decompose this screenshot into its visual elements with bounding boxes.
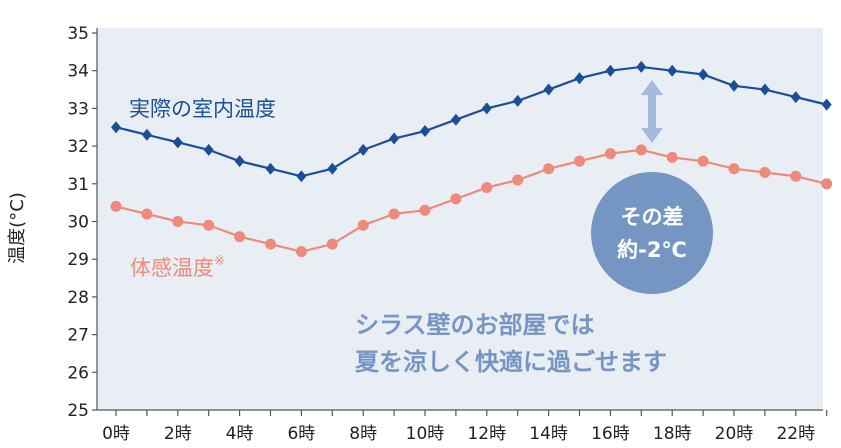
data-point-circle xyxy=(203,219,215,231)
data-point-circle xyxy=(790,170,802,182)
data-point-diamond xyxy=(327,162,338,175)
data-point-diamond xyxy=(790,91,801,104)
data-point-circle xyxy=(821,178,833,190)
data-point-diamond xyxy=(450,113,461,126)
data-point-circle xyxy=(357,219,369,231)
data-point-diamond xyxy=(234,155,245,168)
difference-badge xyxy=(591,172,713,294)
axes: 25 26 27 28 29 30 31 32 33 34 35 0時 2時 4時 6時 8時 10時 12時 14… xyxy=(67,24,828,444)
data-point-circle xyxy=(265,238,276,250)
difference-badge-line1: その差 xyxy=(621,205,684,229)
data-point-diamond xyxy=(636,60,647,73)
data-point-diamond xyxy=(265,162,276,175)
data-point-circle xyxy=(419,204,431,216)
x-tick-label: 20時 xyxy=(715,424,754,444)
data-point-circle xyxy=(141,208,153,220)
x-tick-label: 8時 xyxy=(349,424,377,444)
data-point-diamond xyxy=(141,128,152,141)
x-tick-label: 18時 xyxy=(653,424,692,444)
data-point-diamond xyxy=(111,121,121,134)
data-point-circle xyxy=(666,151,678,163)
x-tick-label: 22時 xyxy=(776,424,815,444)
x-tick-label: 10時 xyxy=(406,424,445,444)
y-tick-label: 29 xyxy=(67,250,89,270)
data-point-circle xyxy=(481,182,493,194)
data-point-diamond xyxy=(759,83,770,96)
asterisk-note-mark: ※ xyxy=(214,254,225,269)
data-point-circle xyxy=(759,166,771,178)
data-point-circle xyxy=(450,193,462,205)
y-tick-label: 27 xyxy=(67,326,89,346)
data-point-circle xyxy=(172,216,184,227)
data-point-diamond xyxy=(420,125,430,138)
data-point-circle xyxy=(388,208,400,220)
data-point-diamond xyxy=(667,64,678,77)
x-tick-label: 14時 xyxy=(529,424,568,444)
data-point-circle xyxy=(234,231,246,243)
y-tick-label: 32 xyxy=(67,137,89,157)
y-axis-label: 温度(°C) xyxy=(7,192,28,264)
y-tick-label: 26 xyxy=(67,363,89,383)
difference-badge-line2: 約-2℃ xyxy=(617,238,687,262)
data-point-circle xyxy=(326,238,338,250)
data-point-diamond xyxy=(821,98,832,111)
y-tick-label: 28 xyxy=(67,288,89,308)
y-tick-label: 31 xyxy=(67,175,89,195)
y-tick-label: 34 xyxy=(67,62,89,82)
data-point-circle xyxy=(512,174,524,186)
y-tick-label: 30 xyxy=(67,213,89,233)
data-point-diamond xyxy=(389,132,400,145)
x-tick-label: 12時 xyxy=(467,424,506,444)
series-label-perceived: 体感温度※ xyxy=(130,254,225,280)
data-point-circle xyxy=(697,155,709,167)
series-layer xyxy=(110,60,833,258)
series-label-actual: 実際の室内温度 xyxy=(129,97,276,121)
data-point-diamond xyxy=(729,79,739,92)
data-point-circle xyxy=(543,163,555,175)
data-point-diamond xyxy=(203,143,214,156)
x-tick-label: 2時 xyxy=(164,424,192,444)
x-tick-label: 16時 xyxy=(591,424,630,444)
data-point-diamond xyxy=(605,64,616,77)
x-tick-label: 4時 xyxy=(226,424,254,444)
data-point-diamond xyxy=(358,143,369,156)
data-point-circle xyxy=(635,144,647,156)
data-point-diamond xyxy=(296,170,307,183)
data-point-circle xyxy=(574,155,585,167)
annotations: その差 約-2℃ シラス壁のお部屋では 夏を涼しく快適に過ごせます xyxy=(355,80,713,376)
data-point-diamond xyxy=(172,136,183,149)
data-point-diamond xyxy=(512,94,523,107)
x-tick-label: 6時 xyxy=(287,424,315,444)
data-point-circle xyxy=(728,163,740,175)
x-tick-label: 0時 xyxy=(102,424,130,444)
y-tick-label: 35 xyxy=(67,24,89,44)
y-tick-label: 25 xyxy=(67,401,89,421)
data-point-diamond xyxy=(698,68,709,81)
data-point-diamond xyxy=(543,83,554,96)
data-point-circle xyxy=(604,148,616,160)
data-point-circle xyxy=(295,246,307,258)
data-point-diamond xyxy=(481,102,492,115)
series-line-0 xyxy=(115,65,827,178)
message-line1: シラス壁のお部屋では xyxy=(355,311,595,339)
data-point-circle xyxy=(110,200,122,212)
data-point-diamond xyxy=(574,72,585,85)
message-line2: 夏を涼しく快適に過ごせます xyxy=(355,348,667,376)
y-tick-label: 33 xyxy=(67,99,89,119)
difference-arrow xyxy=(641,80,663,143)
